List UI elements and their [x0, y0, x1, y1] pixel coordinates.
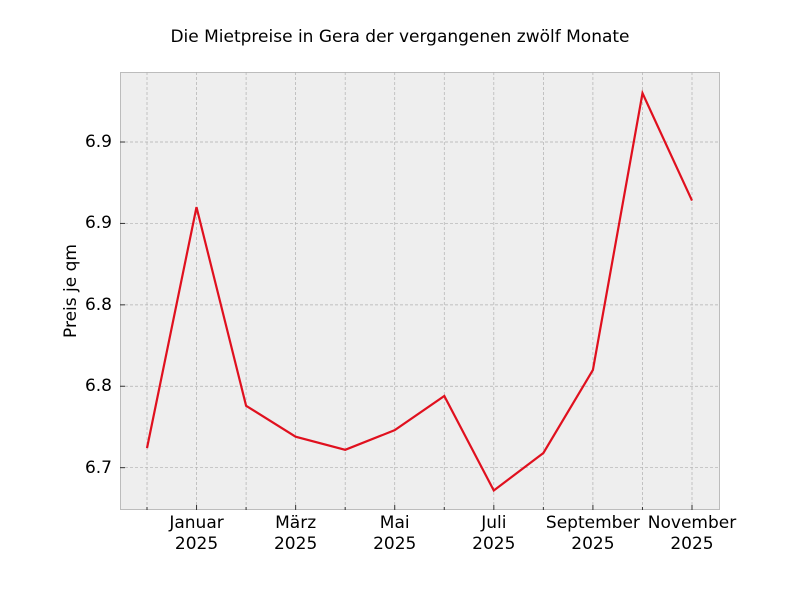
axes-background	[120, 72, 720, 510]
y-tick-label: 6.7	[84, 457, 112, 478]
tick-marks	[120, 141, 693, 510]
x-tick-label: Januar 2025	[169, 513, 224, 554]
y-tick-label: 6.8	[84, 294, 112, 315]
x-tick-label: März 2025	[273, 513, 318, 554]
x-tick-label: November 2025	[647, 513, 737, 554]
y-tick-label: 6.8	[84, 376, 112, 397]
chart-title: Die Mietpreise in Gera der vergangenen z…	[170, 27, 630, 47]
x-tick-label: Juli 2025	[472, 513, 516, 554]
x-tick-label: Mai 2025	[373, 513, 417, 554]
y-tick-label: 6.9	[84, 132, 112, 152]
x-tick-label: September 2025	[545, 513, 640, 554]
price-line	[145, 89, 693, 493]
y-tick-label: 6.9	[84, 213, 112, 234]
